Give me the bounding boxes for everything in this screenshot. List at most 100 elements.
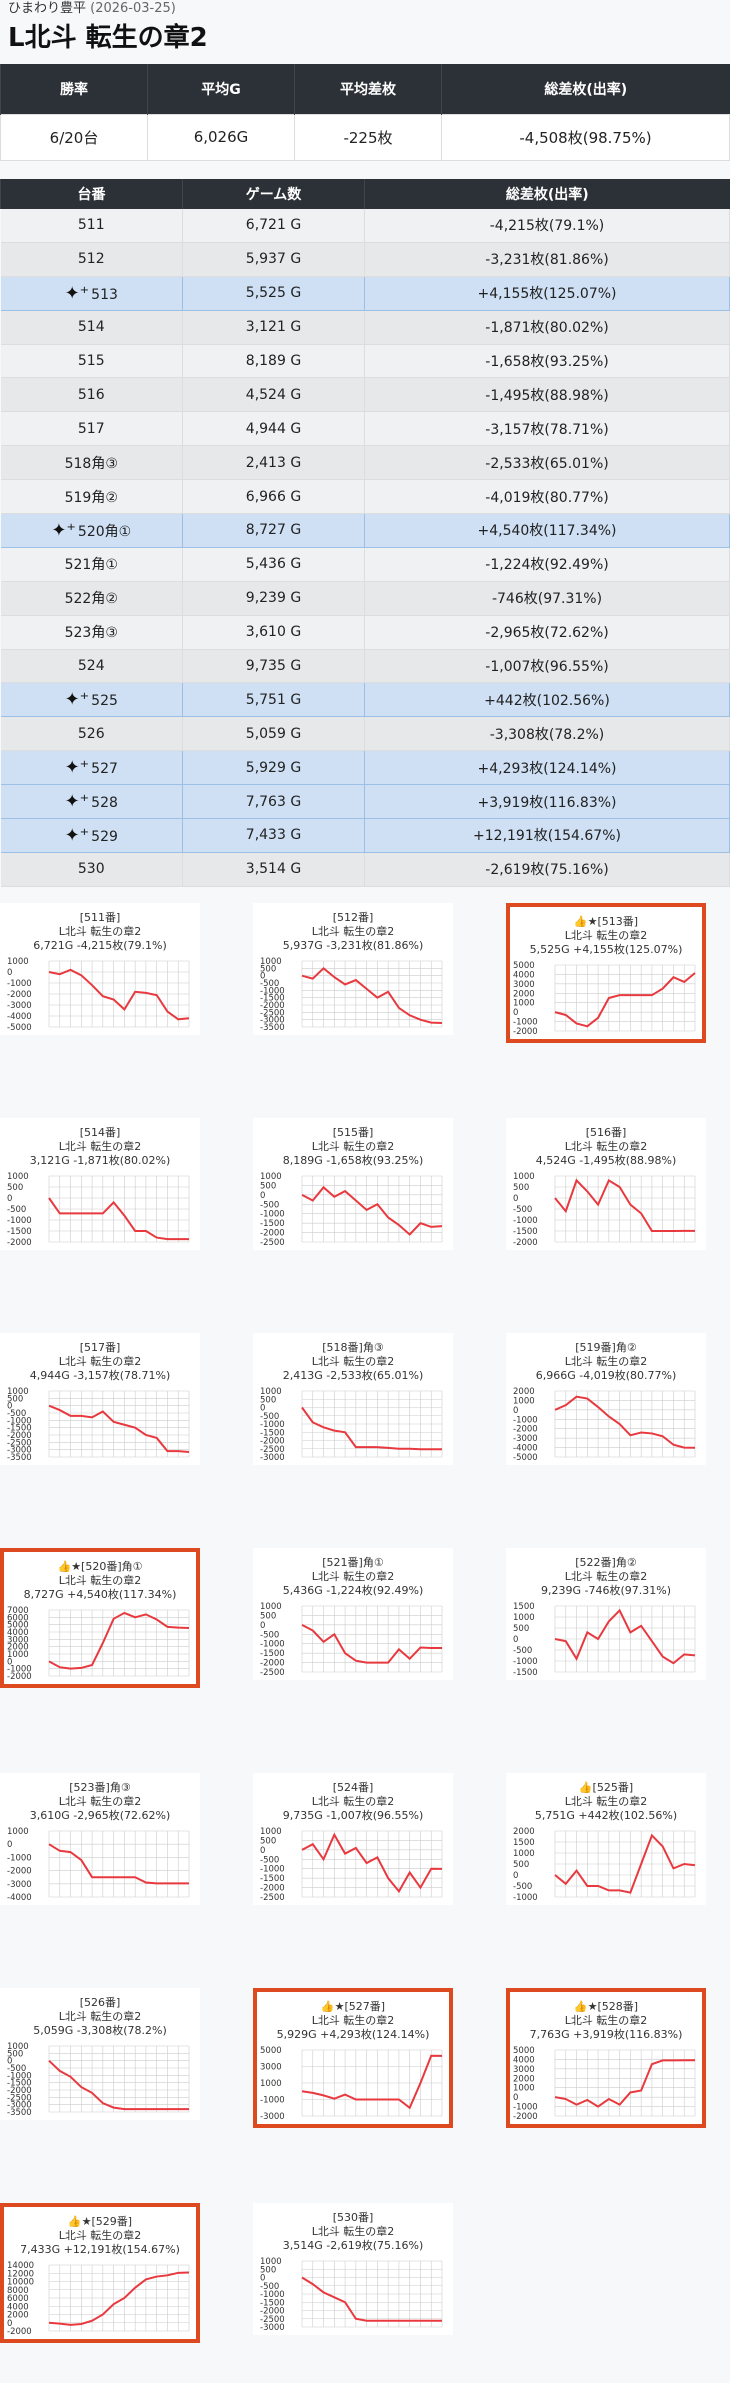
sparkle-icon: ✦⁺ <box>64 757 90 779</box>
graph-label: L北斗 転生の章2 <box>58 2228 142 2242</box>
tick-label: -500 <box>513 1882 532 1892</box>
graph-label: [522番]角② <box>575 1555 637 1569</box>
graph-card[interactable]: [524番] L北斗 転生の章2 9,735G -1,007枚(96.55%) 100… <box>253 1772 453 1905</box>
graph-label: 5,937G -3,231枚(81.86%) <box>282 938 424 952</box>
tick-label: 1000 <box>260 1827 282 1837</box>
table-row: 523角③ 3,610 G -2,965枚(72.62%) <box>0 615 730 650</box>
graph-label: [514番] <box>79 1125 121 1139</box>
graph-label: L北斗 転生の章2 <box>311 2224 395 2238</box>
graph-label: 4,944G -3,157枚(78.71%) <box>29 1368 171 1382</box>
game-count: 9,735 G <box>182 649 365 684</box>
tick-label: -1000 <box>513 1893 538 1903</box>
graph-card[interactable]: [512番] L北斗 転生の章2 5,937G -3,231枚(81.86%) 100… <box>253 902 453 1035</box>
total-diff: -1,224枚(92.49%) <box>364 547 730 582</box>
tick-label: 14000 <box>7 2261 34 2271</box>
table-row: ✦⁺ 520角① 8,727 G +4,540枚(117.34%) <box>0 513 730 548</box>
tick-label: 2000 <box>513 1827 535 1837</box>
graph-card[interactable]: [515番] L北斗 転生の章2 8,189G -1,658枚(93.25%) 100… <box>253 1117 453 1250</box>
graph-label: L北斗 転生の章2 <box>311 1569 395 1583</box>
graph-card[interactable]: 👍★[513番] L北斗 転生の章2 5,525G +4,155枚(125.07%)… <box>506 902 706 1043</box>
table-row: 511 6,721 G -4,215枚(79.1%) <box>0 208 730 243</box>
tick-label: 0 <box>7 1194 12 1204</box>
graph-card[interactable]: [518番]角③ L北斗 転生の章2 2,413G -2,533枚(65.01%) 1… <box>253 1332 453 1465</box>
tick-label: -3000 <box>260 2112 285 2122</box>
page-title: L北斗 転生の章2 <box>8 23 208 53</box>
slump-line <box>301 1185 443 1236</box>
tick-label: -1000 <box>260 986 285 996</box>
graph-label: 3,514G -2,619枚(75.16%) <box>282 2238 424 2252</box>
tick-label: -2000 <box>260 1436 285 1446</box>
graph-label: 5,436G -1,224枚(92.49%) <box>282 1583 424 1597</box>
graph-card[interactable]: [511番] L北斗 転生の章2 6,721G -4,215枚(79.1%) 1000… <box>0 902 200 1035</box>
col-games: ゲーム数 <box>182 178 365 209</box>
tick-label: 1000 <box>260 957 282 967</box>
total-diff: -4,215枚(79.1%) <box>364 208 730 243</box>
graph-card[interactable]: 👍★[529番] L北斗 転生の章2 7,433G +12,191枚(154.67%… <box>0 2202 200 2343</box>
total-diff: +3,919枚(116.83%) <box>364 784 730 820</box>
table-row: 517 4,944 G -3,157枚(78.71%) <box>0 411 730 447</box>
tick-label: 1000 <box>7 2042 29 2052</box>
graph-card[interactable]: [519番]角② L北斗 転生の章2 6,966G -4,019枚(80.77%) 2… <box>506 1332 706 1465</box>
tick-label: 0 <box>7 1840 12 1850</box>
tick-label: 5000 <box>513 2046 535 2056</box>
graph-label: 9,239G -746枚(97.31%) <box>540 1583 671 1597</box>
tick-label: 1000 <box>260 2079 282 2089</box>
tick-label: 1000 <box>513 1613 535 1623</box>
total-diff: -3,157枚(78.71%) <box>364 411 730 447</box>
tick-label: 500 <box>513 1183 529 1193</box>
tick-label: 4000 <box>513 2055 535 2065</box>
graph-card[interactable]: [516番] L北斗 転生の章2 4,524G -1,495枚(88.98%) 100… <box>506 1117 706 1250</box>
game-count: 3,514 G <box>182 852 365 887</box>
tick-label: 3000 <box>7 1635 29 1645</box>
tick-label: -2000 <box>7 2327 32 2337</box>
summary-header-avg-diff: 平均差枚 <box>294 64 442 114</box>
tick-label: -3000 <box>260 1015 285 1025</box>
tick-label: 0 <box>260 1621 265 1631</box>
tick-label: 5000 <box>513 961 535 971</box>
machine-number: 524 <box>0 649 183 684</box>
graph-card[interactable]: [526番] L北斗 転生の章2 5,059G -3,308枚(78.2%) 1000… <box>0 1987 200 2120</box>
tick-label: 0 <box>513 1008 518 1018</box>
slump-graph: 5000 3000 1000 -1000 -3000 <box>260 2046 443 2122</box>
machine-number: 518角③ <box>0 445 183 481</box>
table-row: 516 4,524 G -1,495枚(88.98%) <box>0 377 730 413</box>
graph-card[interactable]: 👍★[528番] L北斗 転生の章2 7,763G +3,919枚(116.83%)… <box>506 1987 706 2128</box>
graph-card[interactable]: 👍[525番] L北斗 転生の章2 5,751G +442枚(102.56%) 200… <box>506 1772 706 1905</box>
summary-header-total: 総差枚(出率) <box>441 64 730 114</box>
tick-label: -3000 <box>260 1453 285 1463</box>
slump-graph: 10000-1000-2000-3000-4000-5000 <box>7 957 190 1033</box>
graph-card[interactable]: [521番]角① L北斗 転生の章2 5,436G -1,224枚(92.49%) 1… <box>253 1547 453 1680</box>
graph-card[interactable]: [522番]角② L北斗 転生の章2 9,239G -746枚(97.31%) 150… <box>506 1547 706 1680</box>
tick-label: -1000 <box>513 1657 538 1667</box>
graph-card[interactable]: 👍★[527番] L北斗 転生の章2 5,929G +4,293枚(124.14%)… <box>253 1987 453 2128</box>
tick-label: -1000 <box>7 979 32 989</box>
tick-label: -2000 <box>7 1866 32 1876</box>
graph-label: 2,413G -2,533枚(65.01%) <box>282 1368 424 1382</box>
tick-label: -2500 <box>260 1445 285 1455</box>
tick-label: -500 <box>7 1205 26 1215</box>
graph-card[interactable]: [530番] L北斗 転生の章2 3,514G -2,619枚(75.16%) 100… <box>253 2202 453 2335</box>
graph-label: 👍★[527番] <box>320 1999 386 2013</box>
graph-card[interactable]: [517番] L北斗 転生の章2 4,944G -3,157枚(78.71%) 100… <box>0 1332 200 1465</box>
store-line: ひまわり豊平 (2026-03-25) <box>0 0 730 18</box>
tick-label: -1500 <box>7 1227 32 1237</box>
graph-card[interactable]: 👍★[520番]角① L北斗 転生の章2 8,727G +4,540枚(117.34… <box>0 1547 200 1688</box>
tick-label: -1000 <box>260 1640 285 1650</box>
tick-label: -1500 <box>7 1423 32 1433</box>
game-count: 5,751 G <box>182 682 365 718</box>
graph-card[interactable]: [514番] L北斗 転生の章2 3,121G -1,871枚(80.02%) 100… <box>0 1117 200 1250</box>
tick-label: -500 <box>513 1205 532 1215</box>
tick-label: 1000 <box>513 1849 535 1859</box>
tick-label: -2000 <box>260 1001 285 1011</box>
machine-number: 530 <box>0 852 183 887</box>
machine-number: ✦⁺ 513 <box>0 276 183 311</box>
slump-line <box>48 2271 190 2326</box>
graph-card[interactable]: [523番]角③ L北斗 転生の章2 3,610G -2,965枚(72.62%) 1… <box>0 1772 200 1905</box>
slump-line <box>301 1832 443 1893</box>
table-row: 514 3,121 G -1,871枚(80.02%) <box>0 310 730 345</box>
tick-label: -1000 <box>513 1017 538 1027</box>
